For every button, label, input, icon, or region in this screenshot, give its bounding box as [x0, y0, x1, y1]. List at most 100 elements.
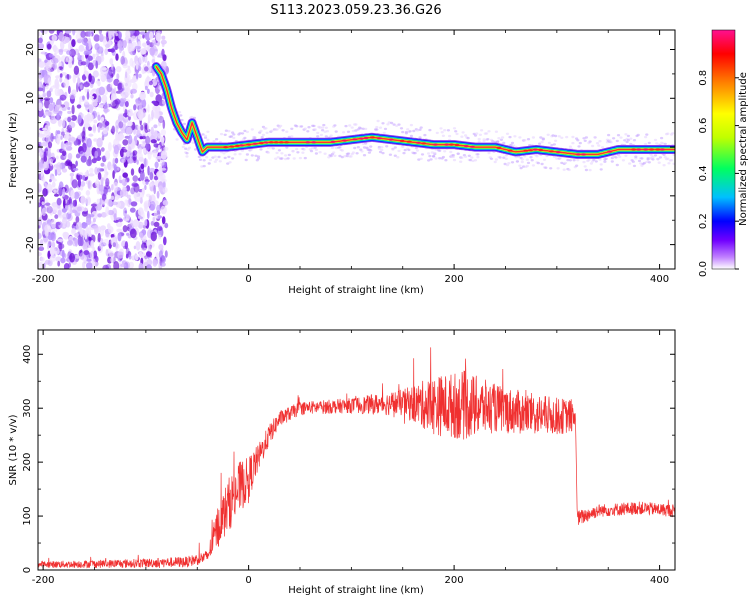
- ridge-halo-speck: [531, 164, 536, 167]
- noise-blob: [63, 78, 70, 88]
- ridge-halo-speck: [191, 141, 195, 144]
- noise-blob: [143, 200, 151, 208]
- noise-blob: [62, 119, 65, 128]
- ridge-halo-speck: [467, 154, 471, 157]
- noise-blob: [132, 219, 140, 228]
- ridge-halo-speck: [520, 158, 524, 161]
- ridge-halo-speck: [663, 142, 667, 146]
- ridge-peak-mark: [575, 153, 581, 156]
- noise-blob: [96, 198, 101, 204]
- noise-blob: [110, 195, 115, 200]
- ridge-halo-speck: [476, 153, 480, 156]
- noise-blob: [153, 221, 160, 227]
- noise-blob: [151, 59, 156, 64]
- ridge-halo-speck: [154, 49, 158, 52]
- ridge-halo-speck: [501, 136, 505, 139]
- ridge-halo-speck: [385, 145, 389, 148]
- noise-blob: [71, 228, 76, 234]
- noise-blob: [88, 126, 92, 131]
- ridge-halo-speck: [259, 148, 263, 151]
- noise-blob: [101, 135, 105, 141]
- ridge-halo-speck: [525, 164, 529, 168]
- ridge-halo-speck: [223, 156, 227, 160]
- noise-blob: [108, 142, 112, 152]
- noise-blob: [50, 117, 57, 124]
- noise-blob: [127, 134, 133, 145]
- noise-blob: [118, 121, 124, 129]
- ridge-peak-mark: [659, 148, 665, 151]
- ridge-halo-speck: [502, 141, 506, 145]
- noise-blob: [115, 132, 119, 141]
- noise-blob: [150, 221, 155, 226]
- ridge-halo-speck: [583, 165, 587, 168]
- ridge-halo-speck: [471, 159, 475, 163]
- ridge-halo-speck: [655, 142, 659, 145]
- ridge-halo-speck: [340, 149, 344, 152]
- ridge-halo-speck: [240, 132, 245, 135]
- ridge-halo-speck: [430, 151, 434, 154]
- x-tick-label: -200: [32, 274, 55, 285]
- ridge-halo-speck: [441, 134, 445, 137]
- ridge-halo-speck: [290, 127, 294, 130]
- ridge-halo-speck: [640, 157, 644, 160]
- noise-blob: [153, 109, 160, 118]
- ridge-halo-speck: [215, 138, 219, 141]
- noise-blob: [78, 44, 85, 52]
- ridge-peak-mark: [377, 137, 382, 140]
- noise-blob: [109, 58, 114, 65]
- noise-blob: [81, 74, 87, 81]
- ridge-halo-speck: [446, 129, 450, 132]
- noise-blob: [138, 251, 143, 258]
- noise-blob: [45, 202, 51, 206]
- noise-blob: [124, 199, 128, 206]
- noise-blob: [145, 251, 153, 257]
- ridge-halo-speck: [576, 158, 580, 162]
- noise-blob: [69, 252, 75, 263]
- noise-blob: [38, 232, 42, 240]
- noise-blob: [137, 125, 140, 130]
- ridge-halo-speck: [646, 157, 650, 160]
- snr-panel: -200 0 200 400 0 100 200 300 400 Height of stra…: [8, 329, 676, 596]
- ridge-halo-speck: [409, 123, 413, 127]
- noise-blob: [71, 179, 78, 189]
- noise-blob: [144, 157, 147, 168]
- noise-blob: [151, 109, 154, 120]
- noise-blob: [84, 71, 89, 77]
- ridge-halo-speck: [565, 135, 569, 139]
- ridge-halo-speck: [270, 129, 274, 132]
- noise-blob: [108, 30, 114, 38]
- noise-blob: [53, 44, 57, 53]
- ridge-halo-speck: [219, 132, 224, 136]
- ridge-halo-speck: [487, 151, 491, 155]
- noise-blob: [64, 117, 69, 121]
- ridge-halo-speck: [286, 157, 290, 160]
- colorbar-gradient: [711, 29, 736, 270]
- ridge-halo-speck: [588, 168, 592, 172]
- noise-blob: [144, 46, 148, 50]
- noise-blob: [155, 252, 160, 261]
- chart-title: S113.2023.059.23.36.G26: [270, 3, 441, 18]
- noise-blob: [69, 172, 75, 177]
- noise-blob: [57, 67, 60, 73]
- ridge-halo-speck: [466, 136, 470, 140]
- noise-blob: [130, 88, 138, 94]
- noise-blob: [78, 227, 83, 233]
- ridge-halo-speck: [401, 145, 405, 148]
- ridge-halo-speck: [365, 146, 369, 150]
- noise-blob: [44, 182, 47, 189]
- ridge-halo-speck: [624, 154, 628, 157]
- noise-blob: [97, 167, 102, 173]
- noise-blob: [132, 151, 135, 157]
- noise-blob: [156, 190, 160, 199]
- ridge-halo-speck: [584, 168, 589, 172]
- ridge-halo-speck: [612, 137, 616, 140]
- ridge-halo-speck: [452, 127, 457, 130]
- ridge-halo-speck: [451, 154, 455, 157]
- noise-blob: [73, 139, 79, 146]
- noise-blob: [82, 142, 87, 153]
- ridge-halo-speck: [203, 136, 208, 139]
- ridge-halo-speck: [576, 139, 580, 142]
- ridge-peak-mark: [496, 146, 502, 149]
- noise-blob: [38, 61, 46, 68]
- noise-blob: [93, 250, 98, 259]
